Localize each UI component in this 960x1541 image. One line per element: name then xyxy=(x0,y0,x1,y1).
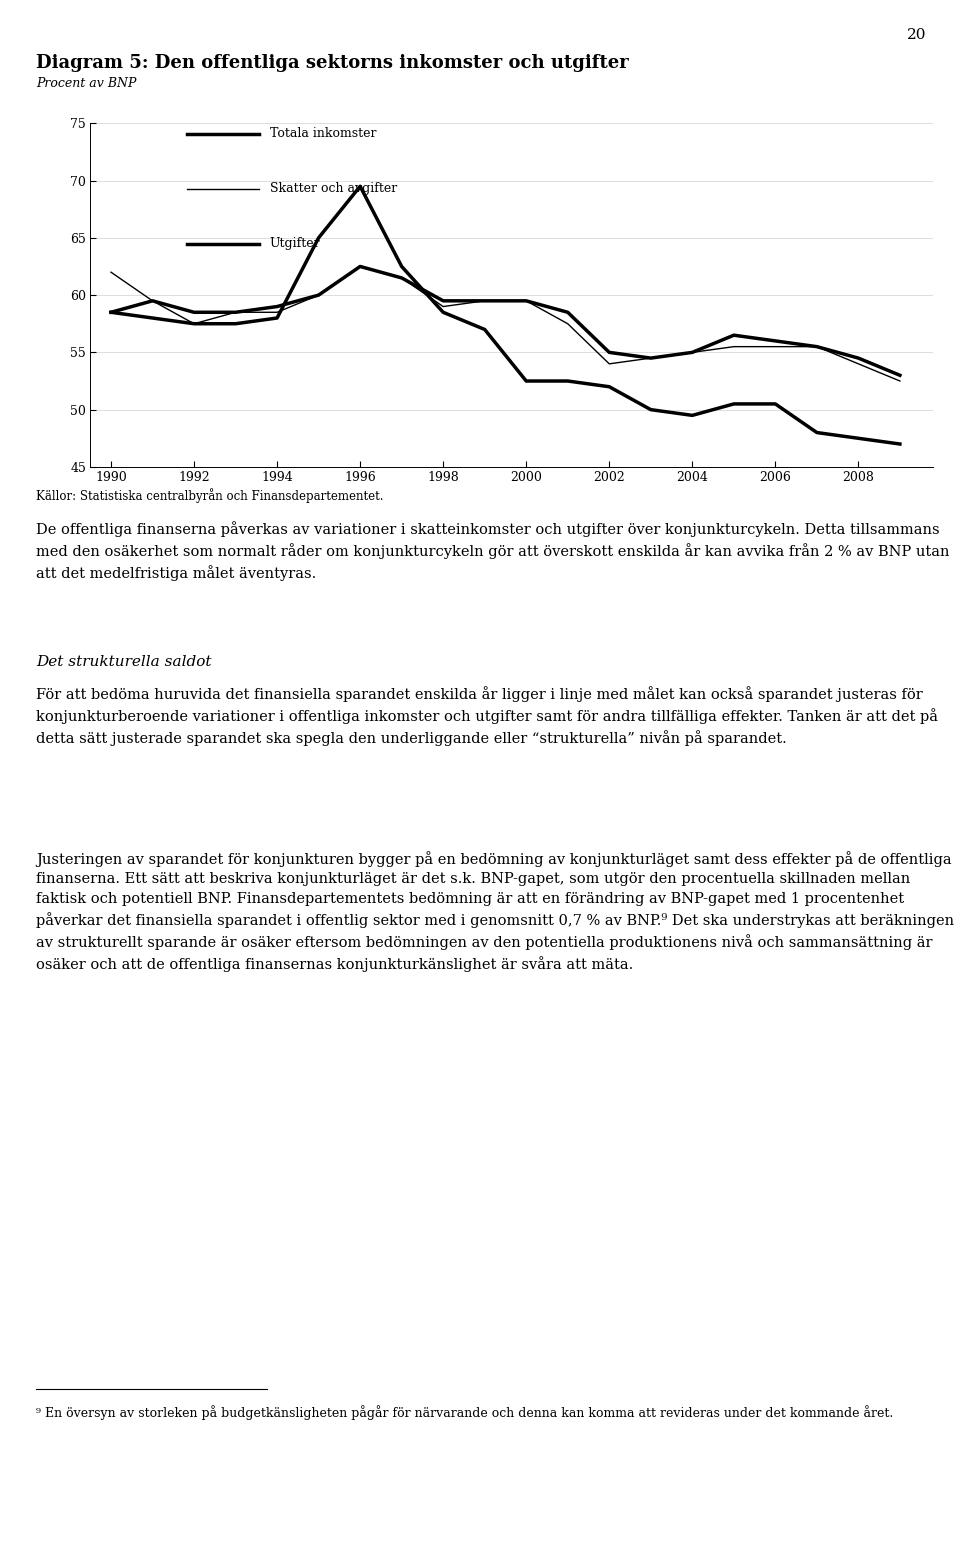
Text: Utgifter: Utgifter xyxy=(270,237,321,250)
Text: Totala inkomster: Totala inkomster xyxy=(270,126,376,140)
Text: 20: 20 xyxy=(907,28,926,42)
Text: Procent av BNP: Procent av BNP xyxy=(36,77,137,89)
Text: För att bedöma huruvida det finansiella sparandet enskilda år ligger i linje med: För att bedöma huruvida det finansiella … xyxy=(36,686,939,746)
Text: Källor: Statistiska centralbyrån och Finansdepartementet.: Källor: Statistiska centralbyrån och Fin… xyxy=(36,488,384,504)
Text: Diagram 5: Den offentliga sektorns inkomster och utgifter: Diagram 5: Den offentliga sektorns inkom… xyxy=(36,54,629,72)
Text: Skatter och avgifter: Skatter och avgifter xyxy=(270,182,397,196)
Text: De offentliga finanserna påverkas av variationer i skatteinkomster och utgifter : De offentliga finanserna påverkas av var… xyxy=(36,521,950,581)
Text: Justeringen av sparandet för konjunkturen bygger på en bedömning av konjunkturlä: Justeringen av sparandet för konjunkture… xyxy=(36,851,954,972)
Text: ⁹ En översyn av storleken på budgetkänsligheten pågår för närvarande och denna k: ⁹ En översyn av storleken på budgetkänsl… xyxy=(36,1405,894,1421)
Text: Det strukturella saldot: Det strukturella saldot xyxy=(36,655,212,669)
